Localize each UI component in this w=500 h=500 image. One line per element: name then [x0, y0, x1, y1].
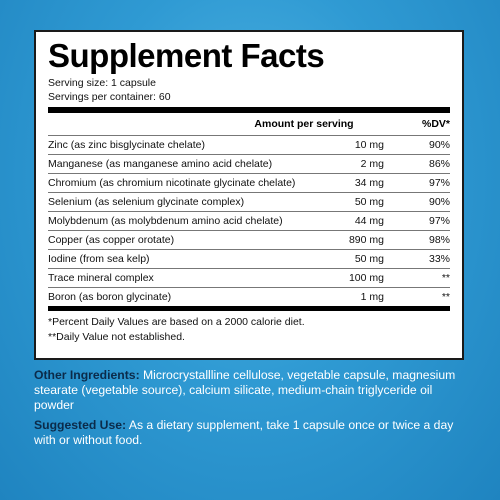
nutrient-name: Zinc (as zinc bisglycinate chelate)	[48, 139, 205, 151]
header-amount: Amount per serving	[254, 118, 354, 130]
nutrient-amount: 44 mg	[354, 215, 384, 227]
table-row: Manganese (as manganese amino acid chela…	[48, 154, 450, 173]
serving-size: Serving size: 1 capsule	[48, 77, 156, 89]
nutrient-dv: 33%	[428, 253, 450, 265]
nutrient-name: Iodine (from sea kelp)	[48, 253, 150, 265]
nutrient-amount: 100 mg	[348, 272, 384, 284]
table-row: Chromium (as chromium nicotinate glycina…	[48, 173, 450, 192]
table-row: Molybdenum (as molybdenum amino acid che…	[48, 211, 450, 230]
nutrient-amount: 2 mg	[360, 158, 384, 170]
nutrient-table: Zinc (as zinc bisglycinate chelate) 10 m…	[48, 135, 450, 306]
nutrient-dv: **	[441, 291, 450, 303]
nutrient-name: Trace mineral complex	[48, 272, 154, 284]
nutrient-amount: 1 mg	[360, 291, 384, 303]
footnote-percent-dv: *Percent Daily Values are based on a 200…	[48, 316, 305, 328]
nutrient-dv: **	[441, 272, 450, 284]
servings-per-container: Servings per container: 60	[48, 91, 171, 103]
nutrient-dv: 97%	[428, 215, 450, 227]
table-row: Selenium (as selenium glycinate complex)…	[48, 192, 450, 211]
nutrient-name: Chromium (as chromium nicotinate glycina…	[48, 177, 296, 189]
table-row: Copper (as copper orotate) 890 mg 98%	[48, 230, 450, 249]
nutrient-dv: 90%	[428, 196, 450, 208]
nutrient-amount: 50 mg	[354, 196, 384, 208]
header-dv: %DV*	[421, 118, 450, 130]
panel-title: Supplement Facts	[48, 37, 325, 74]
thick-divider	[48, 107, 450, 113]
nutrient-amount: 890 mg	[348, 234, 384, 246]
nutrient-name: Selenium (as selenium glycinate complex)	[48, 196, 245, 208]
nutrient-dv: 97%	[428, 177, 450, 189]
supplement-facts-panel: Supplement Facts Serving size: 1 capsule…	[34, 30, 464, 360]
nutrient-dv: 98%	[428, 234, 450, 246]
nutrient-dv: 90%	[428, 139, 450, 151]
table-row: Zinc (as zinc bisglycinate chelate) 10 m…	[48, 135, 450, 154]
product-notes: Other Ingredients: Microcrystallline cel…	[34, 368, 466, 453]
nutrient-dv: 86%	[428, 158, 450, 170]
footnotes: *Percent Daily Values are based on a 200…	[48, 306, 450, 345]
other-ingredients-text: Microcrystallline cellulose, vegetable c…	[34, 368, 456, 412]
footnote-dv-not-established: **Daily Value not established.	[48, 331, 185, 343]
suggested-use-text: As a dietary supplement, take 1 capsule …	[34, 418, 454, 447]
suggested-use: Suggested Use: As a dietary supplement, …	[34, 418, 466, 448]
other-ingredients: Other Ingredients: Microcrystallline cel…	[34, 368, 466, 413]
nutrient-name: Molybdenum (as molybdenum amino acid che…	[48, 215, 283, 227]
table-header: Amount per serving %DV*	[48, 113, 450, 135]
nutrient-name: Boron (as boron glycinate)	[48, 291, 172, 303]
table-row: Trace mineral complex 100 mg **	[48, 268, 450, 287]
table-row: Boron (as boron glycinate) 1 mg **	[48, 287, 450, 306]
nutrient-amount: 10 mg	[354, 139, 384, 151]
nutrient-amount: 34 mg	[354, 177, 384, 189]
nutrient-name: Manganese (as manganese amino acid chela…	[48, 158, 273, 170]
nutrient-amount: 50 mg	[354, 253, 384, 265]
suggested-use-label: Suggested Use:	[34, 418, 127, 432]
nutrient-name: Copper (as copper orotate)	[48, 234, 175, 246]
other-ingredients-label: Other Ingredients:	[34, 368, 140, 382]
table-row: Iodine (from sea kelp) 50 mg 33%	[48, 249, 450, 268]
